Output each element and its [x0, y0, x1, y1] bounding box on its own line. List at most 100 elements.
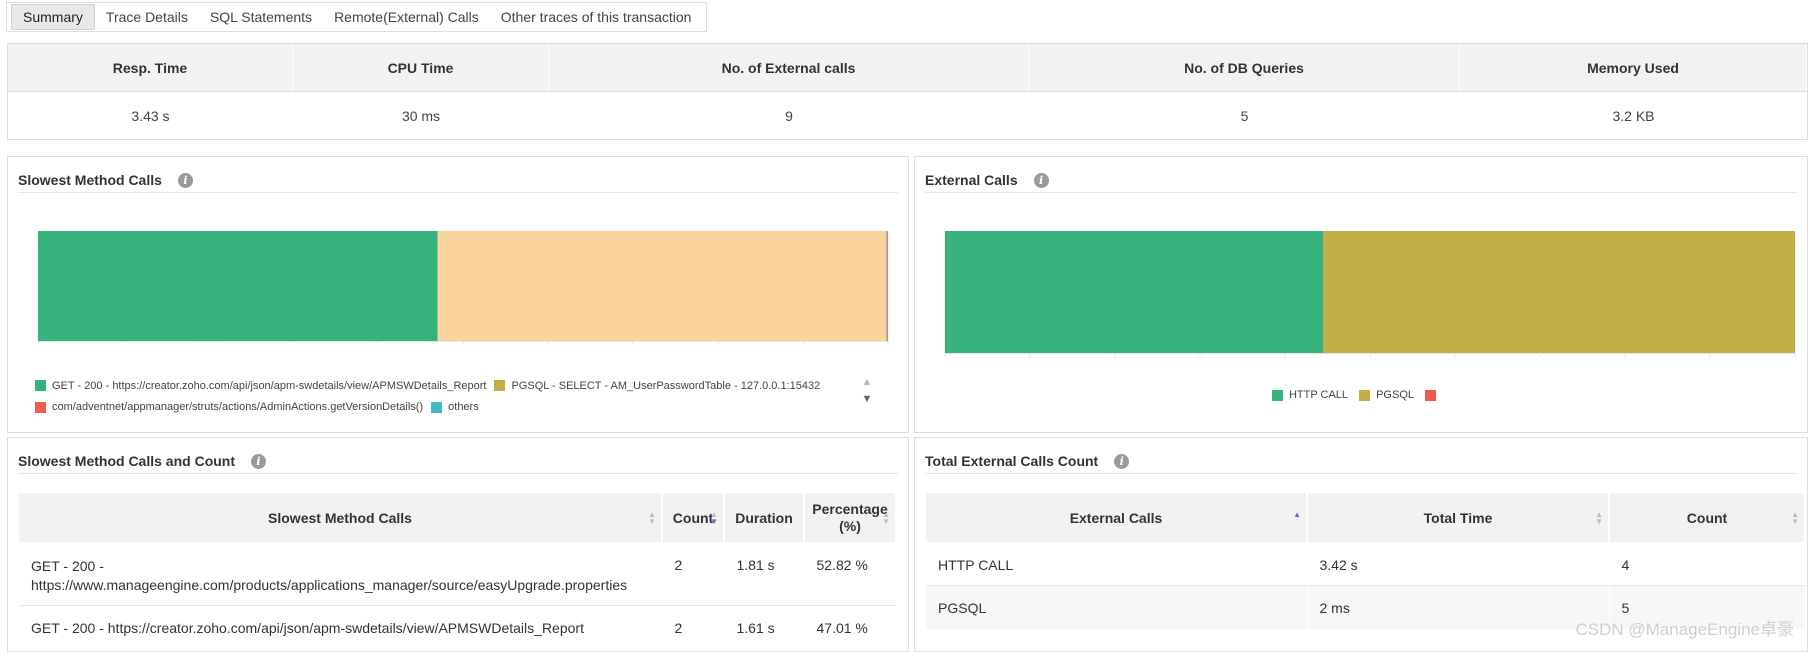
column-header-count[interactable]: Count ▲ ▼ — [662, 492, 725, 543]
column-header-total-time[interactable]: Total Time ▲ ▼ — [1307, 492, 1610, 543]
table-row[interactable]: GET - 200 - https://www.manageengine.com… — [19, 542, 897, 606]
table-row[interactable]: PGSQL 2 ms 5 — [926, 585, 1806, 629]
column-header-label: Count — [1686, 509, 1728, 526]
panel-title-text: External Calls — [925, 172, 1018, 188]
external-calls-chart: 0%10%20%30%40%50%60%70%80%90%1. — [944, 231, 1796, 357]
sort-icon[interactable]: ▲ ▼ — [882, 509, 890, 526]
slowest-method-calls-count-panel: Slowest Method Calls and Count i Slowest… — [7, 437, 909, 652]
tab-bar: Summary Trace Details SQL Statements Rem… — [6, 2, 708, 32]
column-header-slowest-method-calls[interactable]: Slowest Method Calls ▲ ▼ — [19, 492, 663, 543]
external-calls-count-table: External Calls ▲▼ Total Time ▲▼ Count ▲▼ HT… — [926, 492, 1806, 629]
summary-table: Resp. Time CPU Time No. of External call… — [7, 43, 1808, 140]
table-row[interactable]: HTTP CALL 3.42 s 4 — [926, 542, 1806, 586]
chevron-up-icon[interactable]: ▲ — [861, 376, 873, 388]
legend-item-http-call[interactable]: HTTP CALL — [1271, 389, 1349, 401]
sort-icon[interactable]: ▲ ▼ — [1791, 509, 1799, 526]
sort-icon[interactable]: ▲ ▼ — [1595, 509, 1603, 526]
legend-label: GET - 200 - https://creator.zoho.com/api… — [52, 379, 487, 392]
bar-segment-2[interactable] — [886, 231, 888, 341]
sort-icon[interactable]: ▲ ▼ — [648, 509, 656, 526]
legend-label: others — [448, 401, 479, 413]
column-header-duration[interactable]: Duration — [724, 492, 805, 543]
legend-swatch — [1271, 389, 1283, 401]
legend-label: HTTP CALL — [1288, 389, 1349, 401]
bar-segment-0[interactable] — [38, 231, 438, 341]
summary-header-resp-time: Resp. Time — [8, 44, 293, 91]
slowest-method-calls-title: Slowest Method Calls i — [18, 168, 898, 193]
column-header-label: Percentage (%) — [812, 500, 888, 534]
legend-label: com/adventnet/appmanager/struts/actions/… — [52, 401, 424, 413]
column-header-label: Total Time — [1423, 509, 1493, 526]
bar-segment-1[interactable] — [437, 231, 887, 341]
legend-label: PGSQL — [1376, 389, 1414, 401]
slowest-method-calls-table: Slowest Method Calls ▲ ▼ Count ▲ ▼ Duration … — [19, 492, 897, 646]
info-icon[interactable]: i — [251, 453, 267, 469]
summary-header-cpu-time: CPU Time — [293, 44, 549, 91]
column-header-label: Slowest Method Calls — [268, 509, 412, 526]
summary-value-resp-time: 3.43 s — [131, 108, 170, 124]
cell-count: 2 — [662, 605, 725, 646]
sort-desc-icon[interactable]: ▲ ▼ — [710, 509, 718, 526]
legend-item-pgsql-select[interactable]: PGSQL - SELECT - AM_UserPasswordTable - … — [494, 380, 820, 392]
total-external-calls-count-panel: Total External Calls Count i External Ca… — [914, 437, 1808, 652]
info-icon[interactable]: i — [1114, 453, 1130, 469]
column-header-external-calls[interactable]: External Calls ▲▼ — [926, 492, 1308, 543]
legend-swatch — [494, 380, 506, 391]
legend-swatch — [35, 401, 46, 413]
column-header-label: Duration — [735, 509, 793, 526]
cell-external-call: HTTP CALL — [926, 542, 1308, 586]
legend-swatch — [35, 380, 46, 391]
legend-item-unnamed[interactable] — [1425, 389, 1442, 401]
summary-header-external-calls: No. of External calls — [549, 44, 1029, 91]
legend-item-admin-actions[interactable]: com/adventnet/appmanager/struts/actions/… — [35, 401, 423, 413]
legend-item-others[interactable]: others — [431, 401, 479, 413]
summary-header-memory: Memory Used — [1460, 44, 1807, 91]
chevron-down-icon[interactable]: ▼ — [861, 393, 873, 405]
cell-total-time: 3.42 s — [1307, 542, 1610, 586]
legend-swatch — [1359, 389, 1371, 401]
info-icon[interactable]: i — [177, 172, 193, 188]
legend-scroll[interactable]: ▲ ▼ — [860, 375, 874, 406]
column-header-percentage[interactable]: Percentage (%) ▲ ▼ — [804, 492, 897, 543]
bar-segment-0[interactable] — [945, 231, 1324, 353]
total-external-calls-count-title: Total External Calls Count i — [925, 449, 1797, 474]
external-calls-panel: External Calls i 0%10%20%30%40%50%60%70%… — [914, 156, 1808, 433]
legend-item-get-zoho[interactable]: GET - 200 - https://creator.zoho.com/api… — [35, 380, 486, 392]
panel-title-text: Slowest Method Calls and Count — [18, 453, 236, 469]
tab-summary[interactable]: Summary — [11, 4, 95, 30]
slowest-method-calls-count-title: Slowest Method Calls and Count i — [18, 449, 898, 474]
table-row[interactable]: GET - 200 - https://creator.zoho.com/api… — [19, 605, 897, 646]
cell-duration: 1.81 s — [724, 542, 805, 606]
legend-swatch — [1425, 389, 1437, 401]
bar-segment-1[interactable] — [1323, 231, 1795, 353]
cell-external-call: PGSQL — [926, 585, 1308, 629]
slowest-method-calls-chart: 0%10%20%30%40%50%60%70%80%90%1. — [37, 231, 889, 345]
tab-sql-statements[interactable]: SQL Statements — [209, 9, 313, 25]
legend-swatch — [431, 401, 443, 413]
cell-duration: 1.61 s — [724, 605, 805, 646]
panel-title-text: Total External Calls Count — [925, 453, 1099, 469]
tab-remote-calls[interactable]: Remote(External) Calls — [334, 9, 479, 25]
bar-segment-3[interactable] — [887, 231, 888, 341]
panel-title-text: Slowest Method Calls — [18, 172, 162, 188]
cell-total-time: 2 ms — [1307, 585, 1610, 629]
tab-trace-details[interactable]: Trace Details — [105, 9, 188, 25]
tab-other-traces[interactable]: Other traces of this transaction — [500, 9, 692, 25]
external-calls-legend: HTTP CALL PGSQL — [915, 389, 1807, 404]
cell-method: GET - 200 - https://www.manageengine.com… — [19, 542, 663, 606]
legend-item-pgsql[interactable]: PGSQL — [1359, 389, 1414, 401]
external-calls-title: External Calls i — [925, 168, 1797, 193]
cell-percentage: 52.82 % — [804, 542, 897, 606]
summary-value-external-calls: 9 — [785, 108, 793, 124]
cell-count: 5 — [1609, 585, 1806, 629]
summary-header-row: Resp. Time CPU Time No. of External call… — [8, 44, 1807, 92]
summary-value-cpu-time: 30 ms — [401, 108, 441, 124]
cell-method: GET - 200 - https://creator.zoho.com/api… — [19, 605, 663, 646]
column-header-count[interactable]: Count ▲ ▼ — [1609, 492, 1806, 543]
sort-asc-icon[interactable]: ▲▼ — [1293, 509, 1301, 519]
slowest-method-calls-legend: GET - 200 - https://creator.zoho.com/api… — [35, 375, 855, 418]
watermark: CSDN @ManageEngine卓豪 — [1575, 620, 1794, 639]
column-header-label: Count — [672, 509, 714, 526]
cell-count: 2 — [662, 542, 725, 606]
info-icon[interactable]: i — [1033, 172, 1049, 188]
